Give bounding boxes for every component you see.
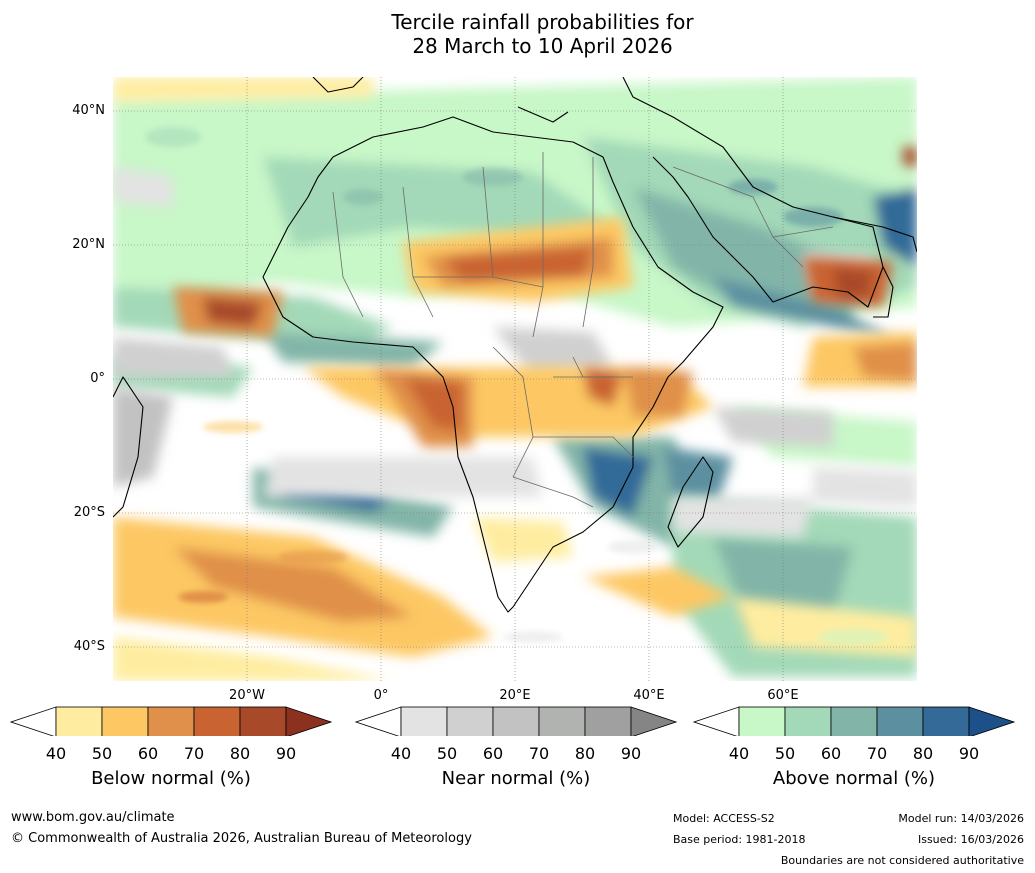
country-borders xyxy=(332,152,834,508)
below-tick: 60 xyxy=(137,744,159,763)
below-tick: 50 xyxy=(91,744,113,763)
base-period: Base period: 1981-2018 xyxy=(673,833,806,846)
lat-label-20s: 20°S xyxy=(73,505,105,520)
near-normal-fields xyxy=(113,167,917,537)
title-line-2: 28 March to 10 April 2026 xyxy=(412,34,673,58)
lat-label-0: 0° xyxy=(90,371,105,386)
boundaries-disclaimer: Boundaries are not considered authoritat… xyxy=(780,854,1024,867)
lon-label-20w: 20°W xyxy=(229,688,265,703)
near-swatch-1 xyxy=(400,706,448,736)
near-tick: 70 xyxy=(528,744,550,763)
below-normal-title: Below normal (%) xyxy=(91,768,251,789)
lat-label-40n: 40°N xyxy=(72,103,105,118)
below-swatch-5 xyxy=(239,706,287,736)
below-swatch-4 xyxy=(193,706,241,736)
above-tick: 60 xyxy=(820,744,842,763)
below-tick: 90 xyxy=(275,744,297,763)
below-tick: 80 xyxy=(229,744,251,763)
rainfall-probability-map xyxy=(113,77,917,681)
near-tick: 80 xyxy=(574,744,596,763)
copyright-text: © Commonwealth of Australia 2026, Austra… xyxy=(11,831,472,846)
colorbar-below-normal xyxy=(10,706,332,736)
above-swatch-4 xyxy=(876,706,924,736)
graticule xyxy=(113,77,917,681)
near-swatch-3 xyxy=(492,706,540,736)
above-swatch-3 xyxy=(830,706,878,736)
above-normal-title: Above normal (%) xyxy=(772,768,936,789)
map-canvas xyxy=(113,77,917,681)
coastlines xyxy=(113,77,917,613)
near-swatch-5 xyxy=(584,706,632,736)
near-swatch-0 xyxy=(355,706,402,736)
below-swatch-1 xyxy=(55,706,103,736)
title-line-1: Tercile rainfall probabilities for xyxy=(391,10,694,34)
near-tick: 90 xyxy=(620,744,642,763)
website-link[interactable]: www.bom.gov.au/climate xyxy=(11,810,175,825)
lon-label-40e: 40°E xyxy=(633,688,665,703)
below-tick: 40 xyxy=(45,744,67,763)
below-normal-fields xyxy=(113,77,917,681)
above-tick: 40 xyxy=(728,744,750,763)
above-swatch-0 xyxy=(693,706,740,736)
near-tick: 60 xyxy=(482,744,504,763)
below-swatch-6 xyxy=(285,706,332,736)
lat-label-40s: 40°S xyxy=(73,639,105,654)
near-tick: 40 xyxy=(390,744,412,763)
above-swatch-5 xyxy=(922,706,970,736)
above-tick: 70 xyxy=(866,744,888,763)
map-title: Tercile rainfall probabilities for 28 Ma… xyxy=(0,10,1035,58)
lon-label-0: 0° xyxy=(373,688,389,703)
above-swatch-2 xyxy=(784,706,832,736)
colorbar-above-normal xyxy=(693,706,1015,736)
near-swatch-2 xyxy=(446,706,494,736)
field-texture xyxy=(145,127,888,645)
colorbar-near-normal xyxy=(355,706,677,736)
below-swatch-0 xyxy=(10,706,57,736)
above-tick: 80 xyxy=(912,744,934,763)
model-run: Model run: 14/03/2026 xyxy=(898,812,1024,825)
above-swatch-6 xyxy=(968,706,1015,736)
lat-label-20n: 20°N xyxy=(72,237,105,252)
near-swatch-4 xyxy=(538,706,586,736)
near-tick: 50 xyxy=(436,744,458,763)
above-tick: 90 xyxy=(958,744,980,763)
below-swatch-2 xyxy=(101,706,149,736)
below-swatch-3 xyxy=(147,706,195,736)
above-tick: 50 xyxy=(774,744,796,763)
lon-label-20e: 20°E xyxy=(499,688,531,703)
above-swatch-1 xyxy=(738,706,786,736)
issued-date: Issued: 16/03/2026 xyxy=(917,833,1024,846)
model-name: Model: ACCESS-S2 xyxy=(673,812,775,825)
near-swatch-6 xyxy=(630,706,677,736)
lon-label-60e: 60°E xyxy=(767,688,799,703)
near-normal-title: Near normal (%) xyxy=(441,768,591,789)
below-tick: 70 xyxy=(183,744,205,763)
